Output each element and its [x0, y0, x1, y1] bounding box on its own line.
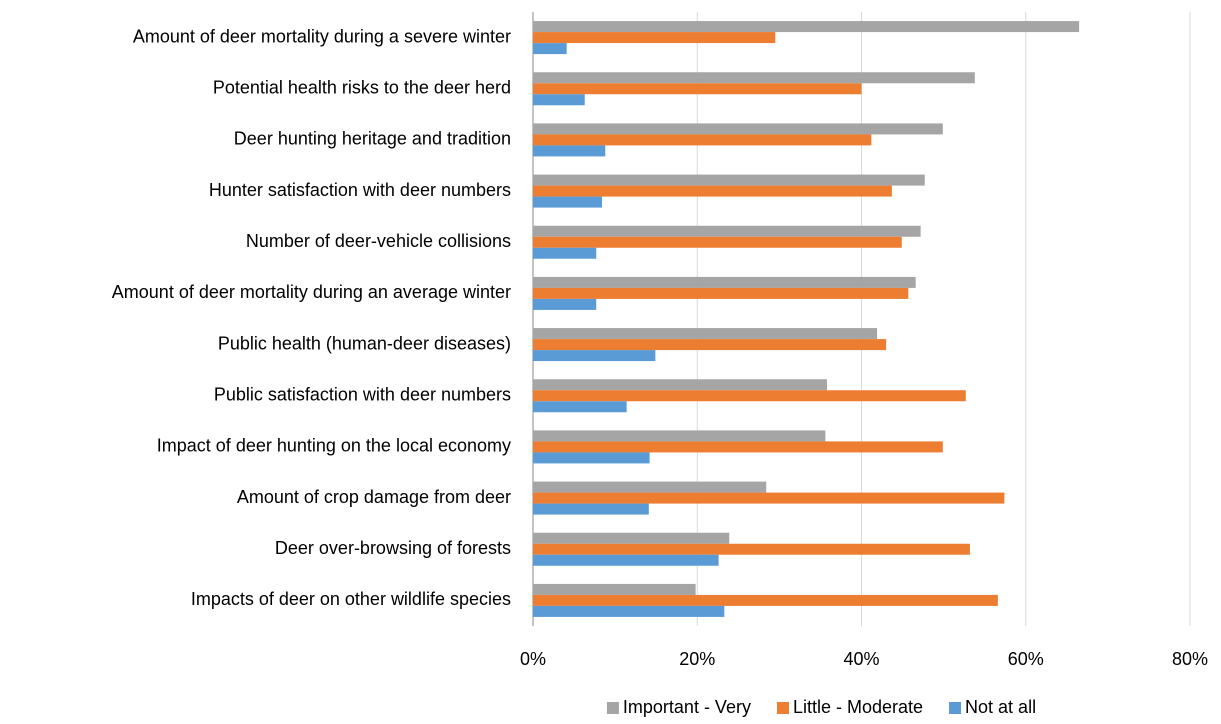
- bar: [533, 594, 998, 606]
- bar: [533, 134, 872, 146]
- bar: [533, 43, 567, 55]
- bar: [533, 287, 909, 299]
- y-tick-label: Potential health risks to the deer herd: [213, 78, 511, 98]
- bar: [533, 492, 1005, 504]
- bar: [533, 123, 943, 135]
- bar: [533, 21, 1080, 33]
- y-tick-label: Deer hunting heritage and tradition: [234, 129, 511, 149]
- legend-label: Not at all: [965, 697, 1036, 717]
- x-tick-label: 80%: [1172, 649, 1208, 669]
- bar: [533, 379, 828, 391]
- y-tick-label: Amount of deer mortality during an avera…: [112, 282, 511, 302]
- bar: [533, 554, 719, 566]
- x-tick-label: 20%: [679, 649, 715, 669]
- bar: [533, 452, 650, 464]
- x-tick-label: 60%: [1008, 649, 1044, 669]
- bar: [533, 328, 878, 340]
- x-tick-label: 0%: [520, 649, 546, 669]
- bar: [533, 83, 862, 95]
- bar: [533, 225, 921, 237]
- legend-swatch: [776, 702, 789, 714]
- bar: [533, 401, 627, 413]
- bar: [533, 583, 696, 595]
- bar: [533, 247, 597, 259]
- bar: [533, 276, 916, 288]
- y-tick-label: Public satisfaction with deer numbers: [214, 385, 511, 405]
- y-tick-label: Hunter satisfaction with deer numbers: [209, 180, 511, 200]
- bar: [533, 350, 656, 362]
- bar: [533, 236, 902, 248]
- legend-label: Important - Very: [623, 697, 751, 717]
- bar: [533, 185, 892, 197]
- y-tick-label: Deer over-browsing of forests: [275, 538, 511, 558]
- bar: [533, 481, 767, 493]
- x-tick-label: 40%: [843, 649, 879, 669]
- bar: [533, 441, 943, 453]
- bar: [533, 605, 725, 617]
- bar: [533, 145, 606, 157]
- legend-swatch: [606, 702, 619, 714]
- y-tick-label: Number of deer-vehicle collisions: [246, 231, 511, 251]
- y-tick-label: Impacts of deer on other wildlife specie…: [191, 589, 511, 609]
- bar: [533, 339, 887, 351]
- bar: [533, 532, 730, 544]
- bar: [533, 543, 970, 555]
- bar: [533, 174, 925, 186]
- bar: [533, 94, 585, 106]
- bar: [533, 430, 826, 442]
- bar: [533, 298, 597, 310]
- y-tick-label: Public health (human-deer diseases): [218, 333, 511, 353]
- y-tick-label: Impact of deer hunting on the local econ…: [157, 436, 511, 456]
- bar: [533, 72, 975, 84]
- legend-swatch: [949, 702, 962, 714]
- y-tick-label: Amount of deer mortality during a severe…: [133, 26, 511, 46]
- y-tick-label: Amount of crop damage from deer: [237, 487, 511, 507]
- bar: [533, 390, 966, 402]
- bar: [533, 503, 649, 515]
- bar: [533, 196, 602, 208]
- bar: [533, 32, 776, 44]
- legend-label: Little - Moderate: [793, 697, 923, 717]
